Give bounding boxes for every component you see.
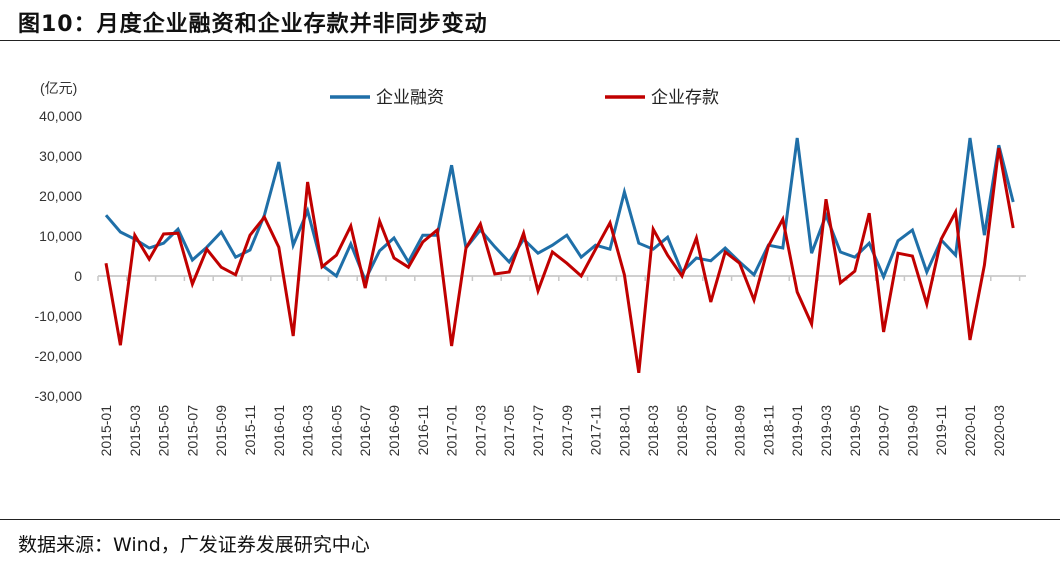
line-chart: (亿元) 40,000 30,000 20,000 10,000 0 -10,000 -20… bbox=[35, 80, 1026, 457]
figure-title: 图10：月度企业融资和企业存款并非同步变动 bbox=[18, 12, 488, 37]
x-tick-label: 2016-07 bbox=[357, 405, 373, 457]
legend-label-financing: 企业融资 bbox=[376, 88, 444, 108]
x-tick-label: 2017-07 bbox=[530, 405, 546, 457]
x-tick-label: 2020-03 bbox=[991, 405, 1007, 457]
series-line-deposits bbox=[104, 147, 1015, 374]
y-tick-label: -20,000 bbox=[35, 348, 83, 364]
x-tick-label: 2017-09 bbox=[559, 405, 575, 457]
x-tick-label: 2017-05 bbox=[501, 405, 517, 457]
x-tick-label: 2016-05 bbox=[328, 405, 344, 457]
y-tick-label: 20,000 bbox=[39, 188, 82, 204]
x-tick-label: 2016-01 bbox=[271, 405, 287, 457]
x-tick-label: 2015-03 bbox=[127, 405, 143, 457]
y-tick-label: -10,000 bbox=[35, 308, 83, 324]
y-tick-label: -30,000 bbox=[35, 388, 83, 404]
x-tick-label: 2015-11 bbox=[242, 405, 258, 456]
x-tick-label: 2019-05 bbox=[847, 405, 863, 457]
y-axis-unit: (亿元) bbox=[40, 80, 77, 96]
y-tick-label: 10,000 bbox=[39, 228, 82, 244]
x-tick-label: 2016-03 bbox=[300, 405, 316, 457]
x-tick-label: 2019-11 bbox=[933, 405, 949, 456]
x-tick-label: 2015-09 bbox=[213, 405, 229, 457]
source-note: 数据来源：Wind，广发证券发展研究中心 bbox=[18, 534, 370, 556]
x-tick-label: 2017-11 bbox=[588, 405, 604, 456]
x-tick-label: 2018-01 bbox=[616, 405, 632, 457]
x-tick-label: 2019-09 bbox=[904, 405, 920, 457]
y-tick-label: 0 bbox=[74, 268, 82, 284]
x-tick-label: 2016-09 bbox=[386, 405, 402, 457]
x-tick-label: 2018-11 bbox=[760, 405, 776, 456]
series-line-financing bbox=[104, 137, 1015, 284]
x-tick-label: 2017-01 bbox=[444, 405, 460, 457]
legend: 企业融资 企业存款 bbox=[330, 88, 719, 108]
x-tick-label: 2015-01 bbox=[98, 405, 114, 457]
x-tick-label: 2019-01 bbox=[789, 405, 805, 457]
x-tick-label: 2020-01 bbox=[962, 405, 978, 457]
x-tick-label: 2018-05 bbox=[674, 405, 690, 457]
x-tick-label: 2018-09 bbox=[732, 405, 748, 457]
source-divider bbox=[0, 519, 1060, 520]
x-tick-label: 2019-07 bbox=[876, 405, 892, 457]
x-tick-label: 2019-03 bbox=[818, 405, 834, 457]
legend-label-deposits: 企业存款 bbox=[651, 88, 719, 108]
x-tick-label: 2015-05 bbox=[156, 405, 172, 457]
title-divider bbox=[0, 40, 1060, 41]
y-tick-label: 40,000 bbox=[39, 108, 82, 124]
x-tick-label: 2017-03 bbox=[472, 405, 488, 457]
x-tick-label: 2015-07 bbox=[184, 405, 200, 457]
x-tick-label: 2016-11 bbox=[415, 405, 431, 456]
x-tick-label: 2018-03 bbox=[645, 405, 661, 457]
y-tick-label: 30,000 bbox=[39, 148, 82, 164]
x-tick-label: 2018-07 bbox=[703, 405, 719, 457]
